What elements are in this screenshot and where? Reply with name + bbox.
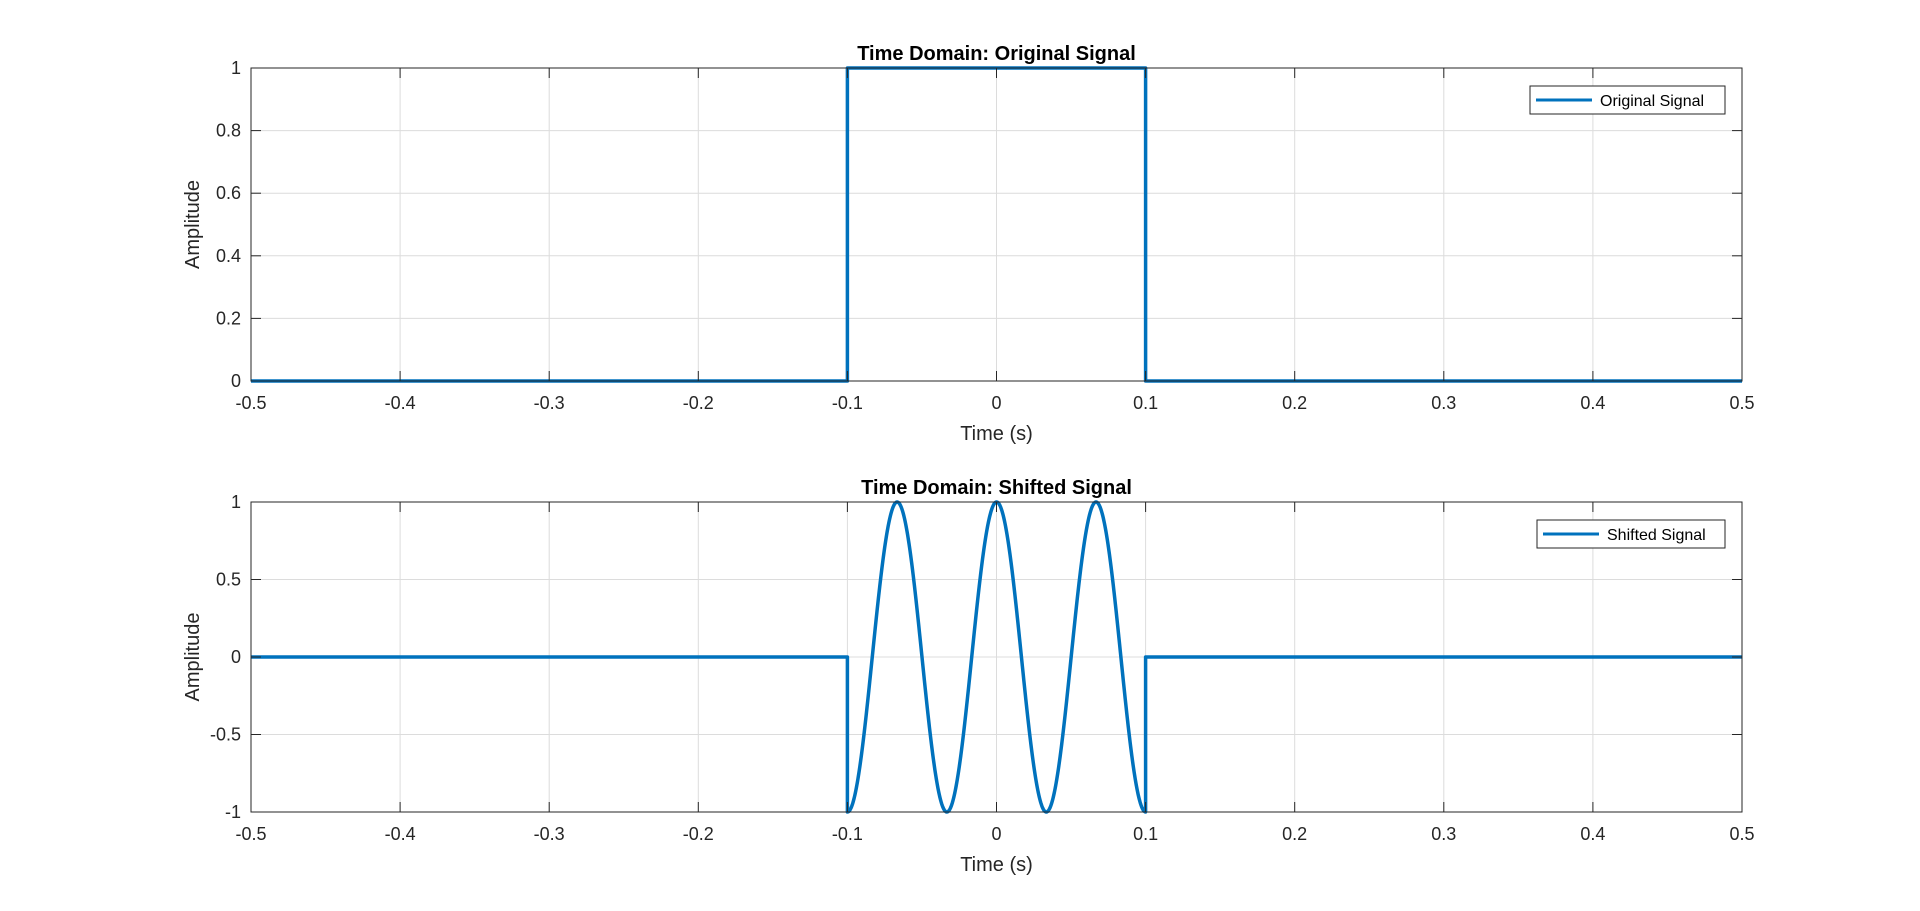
- x-tick-label: -0.1: [832, 393, 863, 413]
- x-axis-label: Time (s): [960, 854, 1033, 876]
- y-tick-label: -1: [225, 802, 241, 822]
- x-tick-label: 0.4: [1580, 824, 1605, 844]
- x-tick-label: 0.2: [1282, 824, 1307, 844]
- y-tick-label: 0.4: [216, 246, 241, 266]
- x-tick-label: 0.4: [1580, 393, 1605, 413]
- x-tick-label: 0.5: [1729, 393, 1754, 413]
- y-axis-label: Amplitude: [182, 613, 204, 702]
- x-tick-label: -0.5: [235, 393, 266, 413]
- x-tick-label: -0.3: [534, 824, 565, 844]
- x-tick-label: 0.1: [1133, 393, 1158, 413]
- y-tick-label: 0.8: [216, 121, 241, 141]
- subplot-shifted-signal: -0.5 -0.4 -0.3 -0.2 -0.1 0 0.1 0.2 0.3 0.4 0.5 -1-…: [182, 477, 1755, 876]
- y-tick-label: 0.6: [216, 183, 241, 203]
- x-tick-label: 0.2: [1282, 393, 1307, 413]
- x-tick-label: -0.3: [534, 393, 565, 413]
- x-tick-label: -0.4: [385, 393, 416, 413]
- x-tick-label: 0.1: [1133, 824, 1158, 844]
- x-axis-label: Time (s): [960, 423, 1033, 445]
- y-tick-labels: -1 -0.5 0 0.5 1: [210, 492, 241, 822]
- chart-title: Time Domain: Shifted Signal: [861, 477, 1132, 499]
- x-tick-label: 0: [991, 393, 1001, 413]
- x-tick-label: 0.3: [1431, 824, 1456, 844]
- y-tick-label: 1: [231, 492, 241, 512]
- x-tick-labels: -0.5 -0.4 -0.3 -0.2 -0.1 0 0.1 0.2 0.3 0.4 0.5: [235, 393, 1754, 413]
- x-tick-label: -0.4: [385, 824, 416, 844]
- x-tick-labels: -0.5 -0.4 -0.3 -0.2 -0.1 0 0.1 0.2 0.3 0.4 0.5: [235, 824, 1754, 844]
- x-tick-label: 0: [991, 824, 1001, 844]
- legend-entry: Shifted Signal: [1607, 527, 1706, 544]
- chart-title: Time Domain: Original Signal: [857, 43, 1136, 65]
- legend-entry: Original Signal: [1600, 93, 1704, 110]
- x-tick-label: -0.2: [683, 824, 714, 844]
- ticks: [250, 501, 1743, 813]
- y-tick-label: -0.5: [210, 725, 241, 745]
- y-tick-label: 0.5: [216, 570, 241, 590]
- x-tick-label: -0.1: [832, 824, 863, 844]
- legend: Shifted Signal: [1536, 519, 1726, 549]
- x-tick-label: 0.3: [1431, 393, 1456, 413]
- ticks: [250, 67, 1743, 382]
- subplot-original-signal: -0.5 -0.4 -0.3 -0.2 -0.1 0 0.1 0.2 0.3 0.4 0.5 0 0.…: [182, 43, 1755, 445]
- y-tick-label: 0.2: [216, 308, 241, 328]
- x-tick-label: 0.5: [1729, 824, 1754, 844]
- x-tick-label: -0.2: [683, 393, 714, 413]
- y-tick-label: 0: [231, 647, 241, 667]
- y-tick-labels: 0 0.2 0.4 0.6 0.8 1: [216, 58, 241, 391]
- legend: Original Signal: [1529, 85, 1726, 115]
- x-tick-label: -0.5: [235, 824, 266, 844]
- y-axis-label: Amplitude: [182, 180, 204, 269]
- y-tick-label: 0: [231, 371, 241, 391]
- y-tick-label: 1: [231, 58, 241, 78]
